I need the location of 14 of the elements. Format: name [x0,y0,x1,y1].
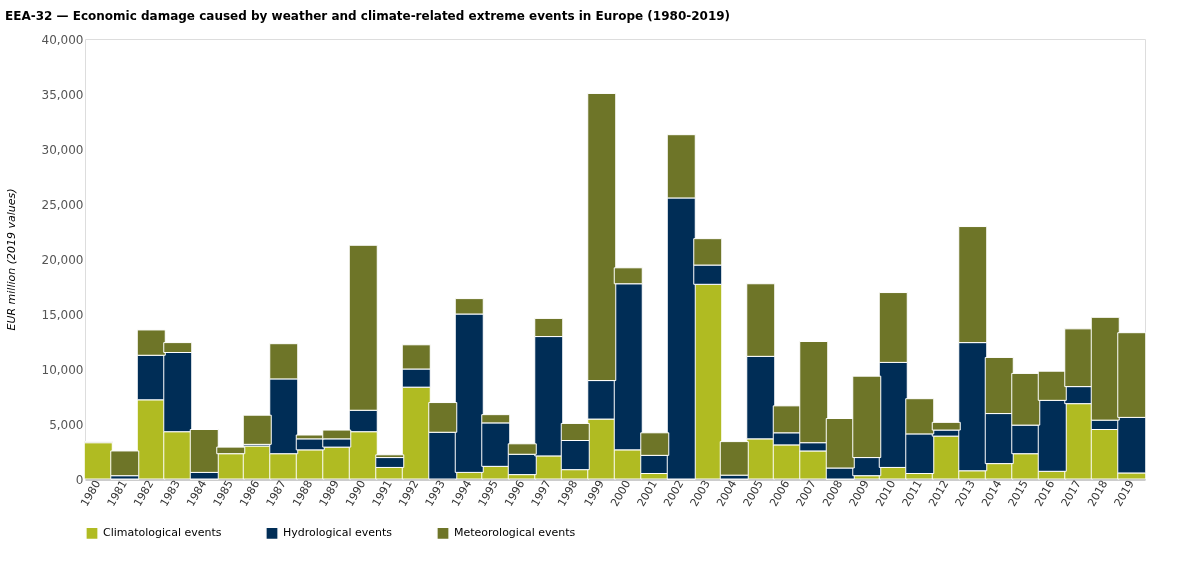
y-tick-label: 0 [75,472,84,487]
legend-label: Climatological events [103,526,222,540]
legend-label: Meteorological events [454,526,576,540]
y-tick-label: 40,000 [41,32,84,47]
y-axis-title: EUR million (2019 values) [4,188,18,331]
y-tick-label: 30,000 [41,142,84,157]
y-tick-label: 35,000 [41,87,84,102]
y-tick-label: 25,000 [41,197,84,212]
legend-label: Hydrological events [283,526,393,540]
y-tick-label: 15,000 [41,307,84,322]
y-tick-label: 20,000 [41,252,84,267]
chart-title: EEA-32 — Economic damage caused by weather and climate-related extreme events in Europe (1980-2019) [5,9,731,23]
y-tick-label: 10,000 [41,362,84,377]
y-tick-label: 5,000 [49,417,84,432]
